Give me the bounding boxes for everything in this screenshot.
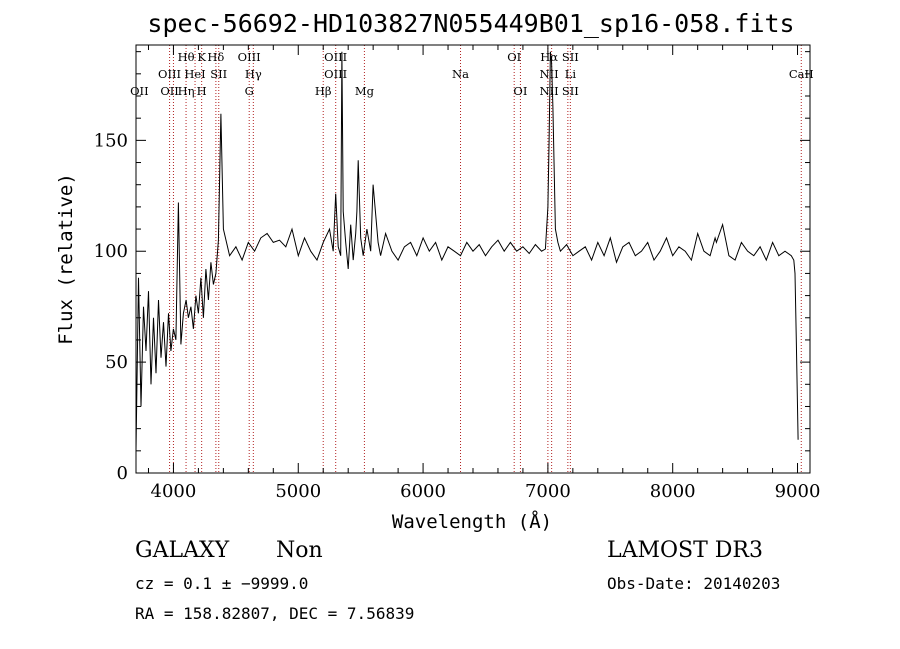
line-label-9: SII: [210, 67, 227, 81]
line-label-18: OI: [507, 50, 521, 64]
line-label-3: Hθ: [178, 50, 195, 64]
x-tick-label-0: 4000: [151, 481, 197, 502]
plot-frame: [135, 44, 811, 474]
line-label-2: OIII: [158, 67, 181, 81]
line-label-22: NII: [540, 84, 559, 98]
survey-name: LAMOST DR3: [607, 538, 763, 563]
line-label-19: OI: [513, 84, 527, 98]
line-label-24: Li: [565, 67, 577, 81]
line-label-10: OIII: [238, 50, 261, 64]
redshift-readout: cz = 0.1 ± −9999.0: [135, 574, 309, 593]
y-tick-label-2: 100: [94, 241, 128, 262]
line-label-14: OIII: [324, 50, 347, 64]
x-tick-label-3: 7000: [525, 481, 571, 502]
x-axis-label: Wavelength (Å): [392, 510, 552, 533]
line-label-21: NII: [540, 67, 559, 81]
line-label-25: SII: [562, 84, 579, 98]
y-tick-label-0: 0: [117, 463, 128, 484]
line-label-15: OIII: [324, 67, 347, 81]
line-label-7: H: [197, 84, 207, 98]
line-label-8: Hδ: [207, 50, 224, 64]
x-tick-label-1: 5000: [275, 481, 321, 502]
object-class: GALAXY: [135, 538, 230, 563]
line-markers: [169, 45, 802, 473]
x-tick-label-2: 6000: [400, 481, 446, 502]
line-labels: OII OII OIII Hθ Hη HeI K H Hδ SII OIII G Hγ Hβ OIII OII…: [130, 50, 814, 98]
obs-date: Obs-Date: 20140203: [607, 574, 781, 593]
chart-title: spec-56692-HD103827N055449B01_sp16-058.f…: [147, 9, 794, 38]
line-label-12: Hγ: [245, 67, 262, 81]
y-axis-label: Flux (relative): [55, 173, 77, 345]
line-label-16: Mg: [355, 84, 375, 98]
object-subclass: Non: [276, 538, 323, 563]
line-label-5: HeI: [184, 67, 205, 81]
line-label-20: Hα: [540, 50, 558, 64]
axis-ticks: 4000 5000 6000 7000 8000 9000 0 50 100 150: [94, 45, 821, 502]
line-label-17: Na: [452, 67, 469, 81]
line-label-4: Hη: [178, 84, 195, 98]
y-tick-label-1: 50: [105, 352, 128, 373]
line-label-11: G: [245, 84, 254, 98]
line-label-0: OII: [130, 84, 149, 98]
y-tick-label-3: 150: [94, 130, 128, 151]
line-label-26: CaII: [789, 67, 814, 81]
coordinates-readout: RA = 158.82807, DEC = 7.56839: [135, 604, 415, 623]
spectrum-series-line: [135, 51, 799, 451]
line-label-6: K: [197, 50, 206, 64]
line-label-13: Hβ: [315, 84, 332, 98]
line-label-23: SII: [562, 50, 579, 64]
x-tick-label-4: 8000: [650, 481, 696, 502]
x-tick-label-5: 9000: [775, 481, 821, 502]
line-label-1: OII: [160, 84, 179, 98]
